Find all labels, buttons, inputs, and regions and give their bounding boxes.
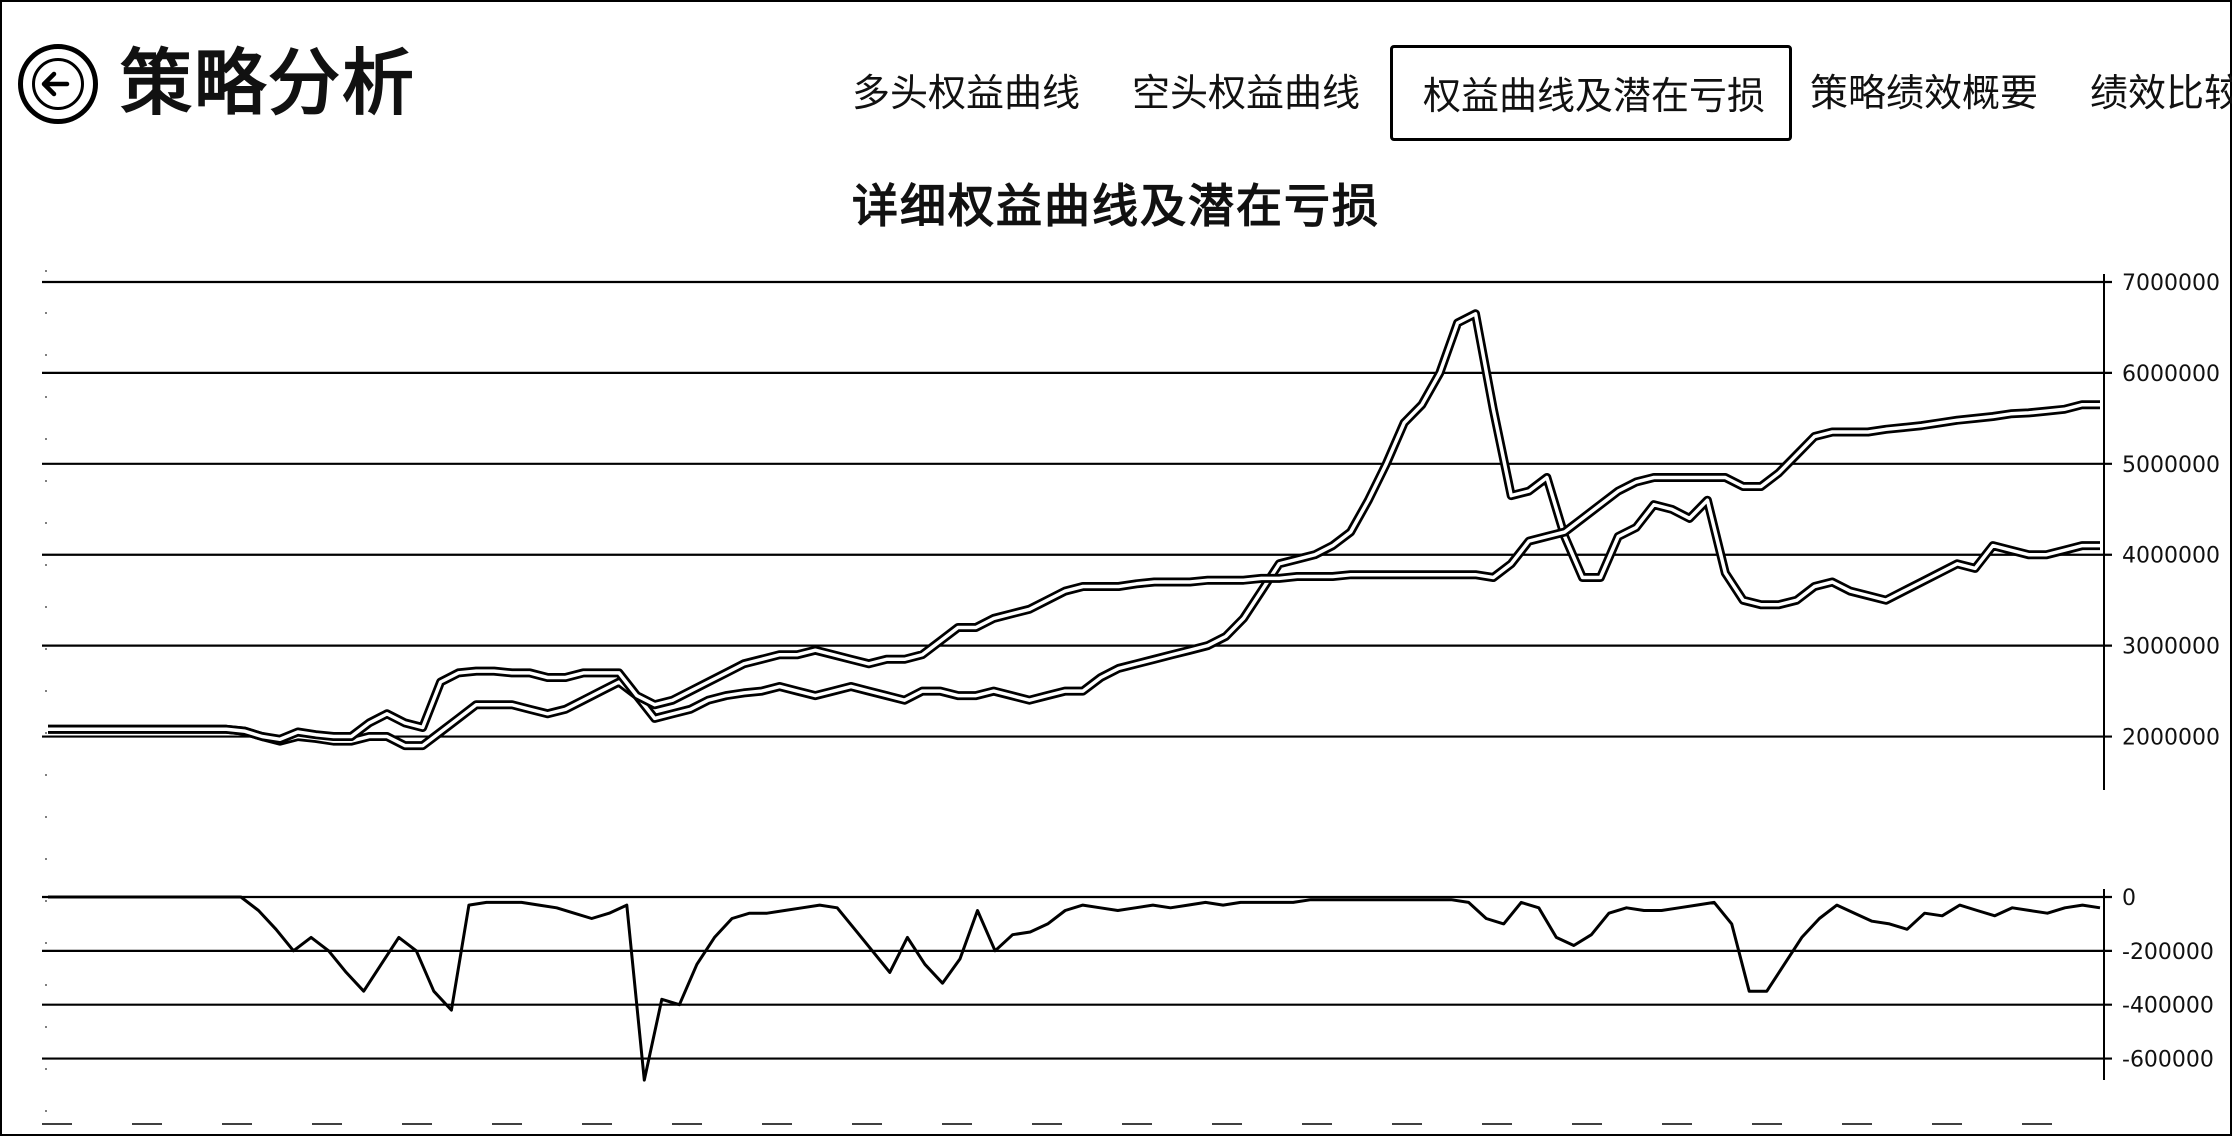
y-tick-label: 5000000 <box>2122 453 2220 478</box>
back-button-inner-ring <box>32 58 84 110</box>
chart-title: 详细权益曲线及潜在亏损 <box>852 179 1380 233</box>
tab-equity-and-drawdown[interactable]: 权益曲线及潜在亏损 <box>1390 45 1792 141</box>
header-bar: 策略分析 多头权益曲线 空头权益曲线 权益曲线及潜在亏损 策略绩效概要 绩效比较 <box>0 0 2232 175</box>
y-tick-label: -600000 <box>2122 1048 2214 1073</box>
y-tick-label: 6000000 <box>2122 362 2220 387</box>
tab-long-equity-curve[interactable]: 多头权益曲线 <box>852 71 1081 115</box>
y-tick-label: -400000 <box>2122 994 2214 1019</box>
y-tick-label: 2000000 <box>2122 726 2220 751</box>
y-tick-label: 7000000 <box>2122 271 2220 296</box>
y-tick-label: -200000 <box>2122 940 2214 965</box>
series-line-0-0 <box>48 312 2100 748</box>
y-tick-label: 3000000 <box>2122 635 2220 660</box>
tab-bar: 多头权益曲线 空头权益曲线 权益曲线及潜在亏损 策略绩效概要 绩效比较 <box>800 45 2232 141</box>
series-line-1-0 <box>48 895 2101 1082</box>
tab-short-equity-curve[interactable]: 空头权益曲线 <box>1132 71 1361 115</box>
y-tick-label: 0 <box>2122 886 2136 911</box>
series-line-outline-0-0 <box>48 309 2100 751</box>
tab-performance-comparison[interactable]: 绩效比较 <box>2090 71 2232 115</box>
tab-strategy-performance-summary[interactable]: 策略绩效概要 <box>1810 71 2039 115</box>
y-tick-label: 4000000 <box>2122 544 2220 569</box>
page-title: 策略分析 <box>120 41 417 125</box>
back-arrow-circle-icon[interactable] <box>18 44 98 124</box>
back-arrow-glyph <box>41 71 70 97</box>
series-line-0-1 <box>48 402 2100 742</box>
